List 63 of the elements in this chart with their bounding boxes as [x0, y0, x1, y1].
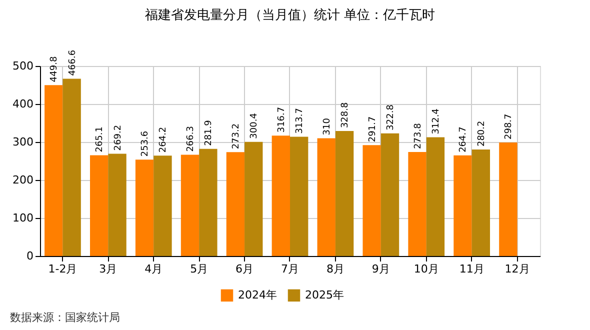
y-tick-label: 0 [26, 250, 34, 262]
bar [199, 148, 218, 256]
source-note: 数据来源：国家统计局 [10, 311, 120, 324]
data-label: 266.3 [186, 126, 196, 152]
x-tick-label: 12月 [504, 262, 530, 276]
x-tick-label: 8月 [326, 262, 344, 276]
data-label: 281.9 [204, 120, 214, 146]
data-label: 449.8 [50, 56, 60, 82]
x-tick-label: 9月 [372, 262, 390, 276]
x-tick-label: 3月 [99, 262, 118, 276]
data-label: 280.2 [476, 120, 487, 147]
data-label: 291.7 [368, 116, 378, 142]
data-label: 253.6 [140, 130, 151, 157]
bar [62, 78, 81, 256]
data-label: 310 [322, 118, 332, 136]
data-label: 313.7 [295, 108, 306, 134]
x-tick-label: 1-2月 [48, 262, 78, 276]
x-tick-label: 10月 [414, 262, 439, 276]
y-tick-label: 300 [12, 136, 34, 148]
bar [244, 142, 263, 256]
x-tick-label: 6月 [236, 262, 254, 276]
data-label: 316.7 [276, 106, 287, 133]
bar [380, 133, 400, 256]
data-label: 265.1 [95, 126, 106, 152]
bar [472, 150, 490, 256]
x-tick-label: 11月 [459, 262, 484, 276]
data-label: 269.2 [113, 124, 124, 151]
y-tick-label: 100 [12, 212, 34, 224]
bar [317, 138, 336, 256]
data-label: 273.8 [413, 122, 424, 149]
data-label: 298.7 [504, 114, 514, 140]
data-label: 300.4 [250, 112, 260, 139]
bar [44, 85, 63, 256]
data-label: 328.8 [340, 102, 351, 128]
bar [135, 160, 154, 256]
bar [272, 136, 290, 256]
legend-label: 2025年 [305, 288, 344, 302]
bar [90, 155, 108, 256]
y-tick-label: 200 [12, 174, 34, 186]
bar [180, 154, 200, 256]
bar [499, 142, 518, 256]
bar [226, 152, 245, 256]
data-label: 466.6 [68, 50, 78, 76]
bar [408, 152, 426, 256]
bar [454, 155, 472, 256]
bar [108, 154, 126, 256]
chart-title: 福建省发电量分月（当月值）统计 单位：亿千瓦时 [144, 8, 436, 23]
data-label: 312.4 [431, 108, 442, 134]
bar [362, 145, 381, 256]
x-tick-label: 5月 [190, 262, 208, 276]
bar [426, 137, 445, 256]
data-label: 322.8 [386, 104, 396, 130]
data-label: 273.2 [231, 123, 242, 150]
bar [290, 136, 308, 256]
bar [154, 156, 172, 256]
y-tick-label: 500 [12, 60, 34, 72]
x-tick-label: 4月 [144, 262, 163, 276]
y-tick-label: 400 [12, 98, 34, 110]
data-label: 264.2 [158, 126, 169, 153]
data-label: 264.7 [458, 126, 469, 152]
x-tick-label: 7月 [281, 262, 299, 276]
bar [335, 131, 354, 256]
legend-label: 2024年 [238, 288, 277, 302]
